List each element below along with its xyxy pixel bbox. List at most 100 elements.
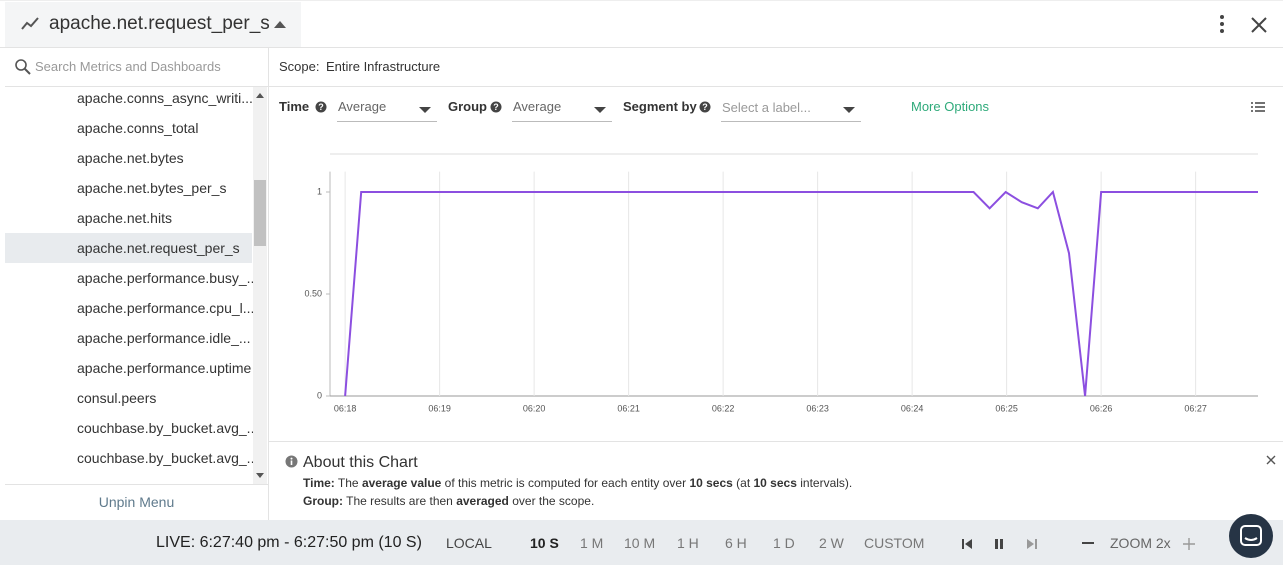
zoom-out[interactable] xyxy=(1082,542,1094,545)
group-label: Group xyxy=(448,99,487,114)
time-label: Time xyxy=(279,99,310,114)
range-button[interactable]: 2 W xyxy=(819,535,844,551)
range-button[interactable]: 1 H xyxy=(677,535,699,551)
scope-label: Scope: xyxy=(279,59,320,74)
range-button[interactable]: CUSTOM xyxy=(864,535,925,551)
about-text: The results are then xyxy=(343,494,457,508)
svg-text:?: ? xyxy=(493,102,499,112)
x-tick-label: 06:18 xyxy=(334,403,357,413)
x-tick-label: 06:24 xyxy=(901,403,924,413)
metric-item[interactable]: couchbase.by_bucket.avg_... xyxy=(77,450,259,466)
metric-item[interactable]: apache.net.hits xyxy=(77,210,172,226)
close-button[interactable] xyxy=(1250,16,1268,34)
x-tick-label: 06:23 xyxy=(806,403,829,413)
sidebar: Search Metrics and Dashboards apache.con… xyxy=(0,47,269,520)
timezone[interactable]: LOCAL xyxy=(446,535,492,551)
range-button[interactable]: 1 D xyxy=(773,535,795,551)
x-tick-label: 06:22 xyxy=(712,403,735,413)
search-box[interactable]: Search Metrics and Dashboards xyxy=(5,47,268,87)
metric-item[interactable]: apache.net.bytes xyxy=(77,150,184,166)
metric-item[interactable]: consul.peers xyxy=(77,390,157,406)
about-text: Group: xyxy=(303,494,343,508)
about-text: averaged xyxy=(456,494,509,508)
group-select[interactable]: Average xyxy=(512,93,612,122)
legend-toggle[interactable] xyxy=(1251,102,1265,113)
metric-item[interactable]: apache.performance.busy_... xyxy=(77,270,259,286)
x-tick-label: 06:21 xyxy=(617,403,640,413)
segment-label: Segment by xyxy=(623,99,697,114)
time-select[interactable]: Average xyxy=(337,93,437,122)
metric-item[interactable]: apache.conns_async_writi... xyxy=(77,90,253,106)
search-placeholder: Search Metrics and Dashboards xyxy=(35,59,221,74)
about-text: Time: xyxy=(303,476,335,490)
group-value: Average xyxy=(513,99,562,114)
x-tick-label: 06:25 xyxy=(995,403,1018,413)
range-button[interactable]: 1 M xyxy=(580,535,604,551)
x-tick-label: 06:27 xyxy=(1184,403,1207,413)
x-tick-label: 06:26 xyxy=(1090,403,1113,413)
y-tick-label: 0.50 xyxy=(304,288,322,298)
segment-placeholder: Select a label... xyxy=(722,100,811,115)
metric-item[interactable]: apache.performance.idle_... xyxy=(77,330,251,346)
about-title: About this Chart xyxy=(303,454,418,471)
metric-list: apache.conns_async_writi... apache.conns_… xyxy=(0,83,268,484)
help-icon[interactable]: ? xyxy=(699,101,711,113)
about-text: 10 secs xyxy=(753,476,797,490)
help-icon[interactable]: ? xyxy=(315,101,327,113)
scrollbar[interactable] xyxy=(253,87,267,484)
dropdown-caret xyxy=(419,107,431,113)
segment-select[interactable]: Select a label... xyxy=(721,93,861,122)
scroll-thumb[interactable] xyxy=(254,180,266,246)
range-button[interactable]: 10 M xyxy=(624,535,656,551)
about-text: average value xyxy=(361,476,442,490)
y-tick-label: 1 xyxy=(317,186,322,196)
range-button[interactable]: 6 H xyxy=(725,535,747,551)
playback-controls[interactable] xyxy=(962,538,1042,550)
y-tick-label: 0 xyxy=(317,390,322,400)
live-range: LIVE: 6:27:40 pm - 6:27:50 pm (10 S) xyxy=(156,534,422,551)
metric-item[interactable]: apache.net.bytes_per_s xyxy=(77,180,227,196)
scroll-up[interactable] xyxy=(256,93,264,99)
svg-text:?: ? xyxy=(702,102,708,112)
about-close[interactable] xyxy=(1266,455,1276,465)
metric-item[interactable]: apache.performance.uptime xyxy=(77,360,252,376)
dropdown-caret xyxy=(594,107,606,113)
series-line xyxy=(344,189,1258,397)
about-panel: About this Chart Time: The average value… xyxy=(269,441,1283,521)
search-icon xyxy=(15,59,31,75)
trend-icon xyxy=(21,17,39,30)
header: apache.net.request_per_s xyxy=(0,0,1283,48)
footer: LIVE: 6:27:40 pm - 6:27:50 pm (10 S) LOC… xyxy=(0,520,1283,565)
about-text: The xyxy=(334,476,362,490)
about-text: intervals). xyxy=(796,476,853,490)
more-options[interactable]: More Options xyxy=(911,99,990,114)
x-tick-label: 06:19 xyxy=(428,403,451,413)
about-group: Group: The results are then averaged ove… xyxy=(303,494,594,508)
about-text: of this metric is computed for each enti… xyxy=(441,476,690,490)
collapse-caret[interactable] xyxy=(273,20,287,30)
time-value: Average xyxy=(338,99,387,114)
zoom-level: ZOOM 2x xyxy=(1110,535,1171,551)
x-tick-label: 06:20 xyxy=(523,403,546,413)
svg-text:?: ? xyxy=(318,102,324,112)
chat-button[interactable] xyxy=(1229,514,1273,558)
metric-item[interactable]: apache.performance.cpu_l... xyxy=(77,300,255,316)
about-time: Time: The average value of this metric i… xyxy=(303,476,852,490)
scroll-down[interactable] xyxy=(256,473,264,479)
metric-item[interactable]: couchbase.by_bucket.avg_... xyxy=(77,420,259,436)
metric-item[interactable]: apache.net.request_per_s xyxy=(5,233,252,263)
about-text: (at xyxy=(732,476,754,490)
metric-item[interactable]: apache.conns_total xyxy=(77,120,199,136)
chart: 06:18 06:19 06:20 06:21 06:22 06:23 06:24 06:25… xyxy=(304,153,1258,413)
metric-tab[interactable]: apache.net.request_per_s xyxy=(5,2,301,47)
dropdown-caret xyxy=(843,107,855,113)
range-button[interactable]: 10 S xyxy=(530,535,559,551)
zoom-in[interactable] xyxy=(1183,538,1195,550)
scope-bar: Scope: Entire Infrastructure xyxy=(269,47,1283,87)
info-icon xyxy=(285,455,298,468)
help-icon[interactable]: ? xyxy=(490,101,502,113)
kebab-menu[interactable] xyxy=(1215,14,1229,36)
unpin-menu[interactable]: Unpin Menu xyxy=(5,484,268,521)
scope-value: Entire Infrastructure xyxy=(326,59,441,74)
